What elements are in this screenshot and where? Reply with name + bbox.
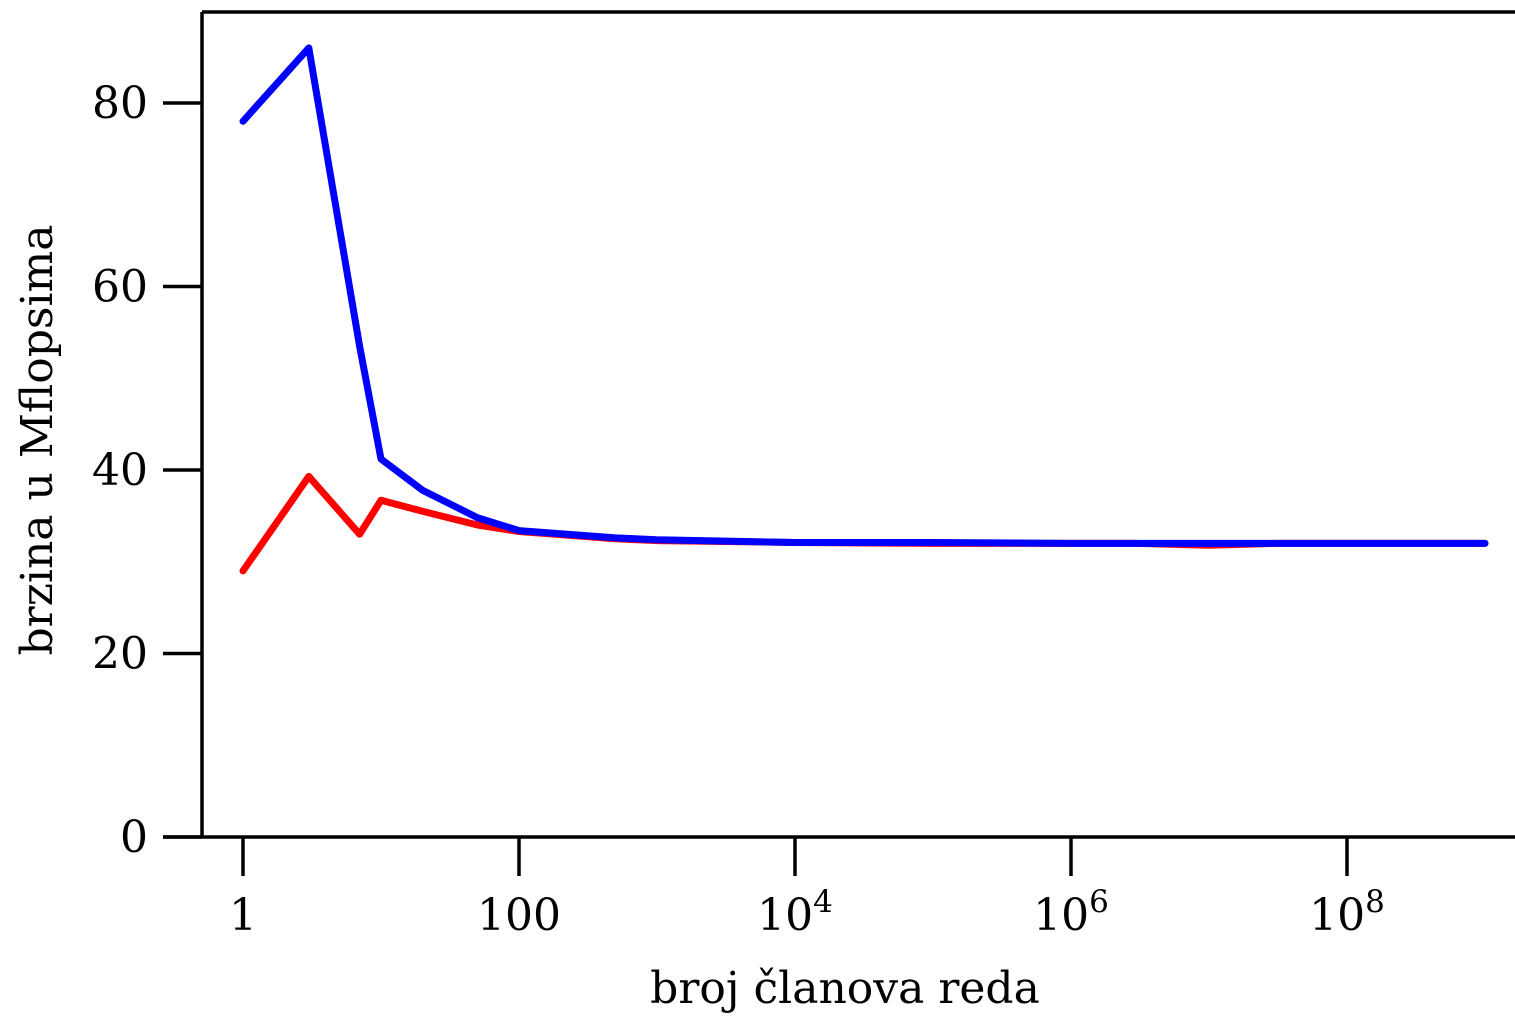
y-tick-label: 0 <box>120 812 148 863</box>
y-axis-title: brzina u Mflopsima <box>12 225 63 656</box>
x-axis-title: broj članova reda <box>650 963 1040 1014</box>
series-layer <box>239 44 1489 575</box>
series-line-2 <box>239 44 1489 547</box>
y-tick-label: 20 <box>92 629 148 680</box>
y-tick-label: 40 <box>92 445 148 496</box>
y-tick-label: 60 <box>92 262 148 313</box>
x-ticks: 1 100 104 106 108 <box>229 837 1385 941</box>
x-tick-label: 104 <box>757 884 833 941</box>
x-tick-label: 1 <box>229 890 257 941</box>
x-tick-label: 100 <box>477 890 561 941</box>
y-ticks: 0 20 40 60 80 <box>92 78 202 863</box>
y-tick-label: 80 <box>92 78 148 129</box>
x-tick-label: 108 <box>1309 884 1385 941</box>
plot-frame <box>163 10 1515 839</box>
x-tick-label: 106 <box>1033 884 1109 941</box>
